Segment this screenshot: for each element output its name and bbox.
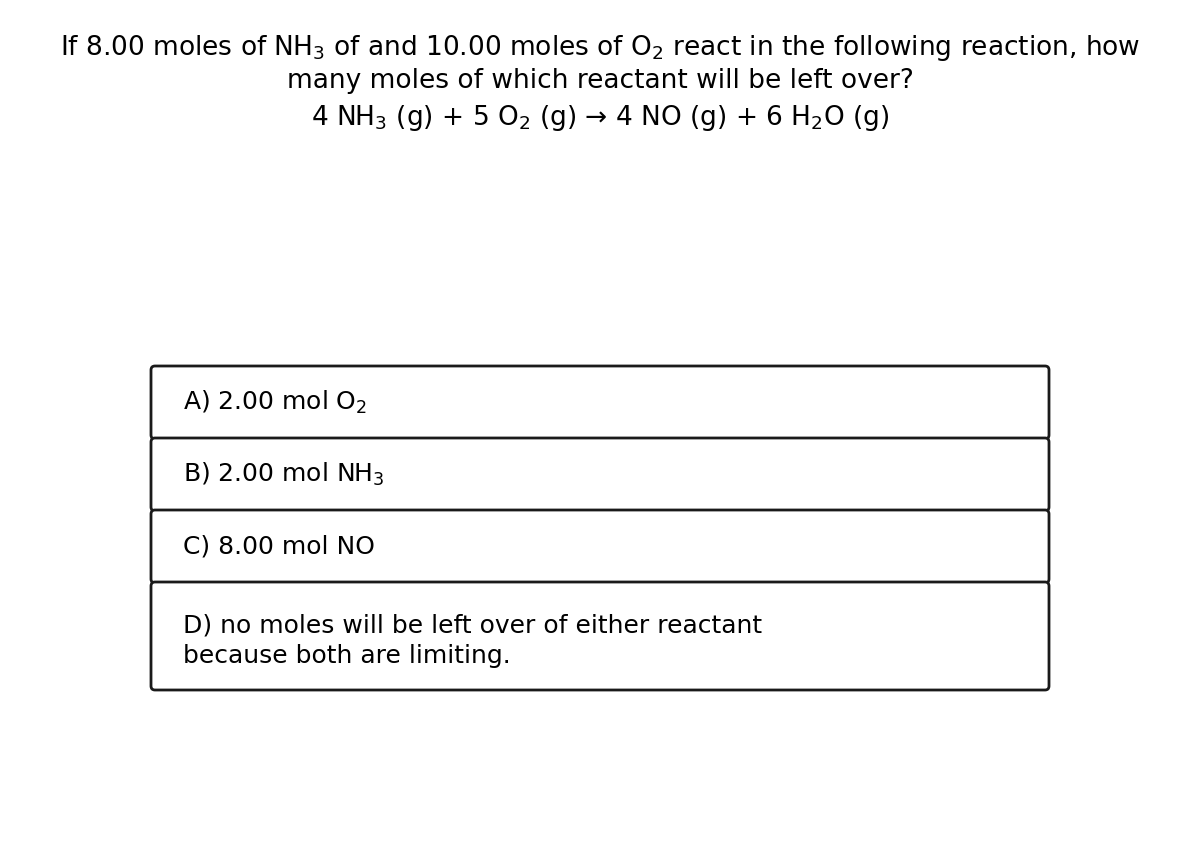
Text: 4 NH$_3$ (g) + 5 O$_2$ (g) → 4 NO (g) + 6 H$_2$O (g): 4 NH$_3$ (g) + 5 O$_2$ (g) → 4 NO (g) + … [311,103,889,133]
FancyBboxPatch shape [151,582,1049,690]
Text: D) no moles will be left over of either reactant: D) no moles will be left over of either … [182,614,762,638]
FancyBboxPatch shape [151,510,1049,583]
FancyBboxPatch shape [151,438,1049,511]
Text: If 8.00 moles of NH$_3$ of and 10.00 moles of O$_2$ react in the following react: If 8.00 moles of NH$_3$ of and 10.00 mol… [60,33,1140,63]
Text: C) 8.00 mol NO: C) 8.00 mol NO [182,535,374,559]
Text: B) 2.00 mol NH$_3$: B) 2.00 mol NH$_3$ [182,461,385,488]
Text: A) 2.00 mol O$_2$: A) 2.00 mol O$_2$ [182,389,367,417]
Text: many moles of which reactant will be left over?: many moles of which reactant will be lef… [287,68,913,94]
FancyBboxPatch shape [151,366,1049,439]
Text: because both are limiting.: because both are limiting. [182,644,511,668]
